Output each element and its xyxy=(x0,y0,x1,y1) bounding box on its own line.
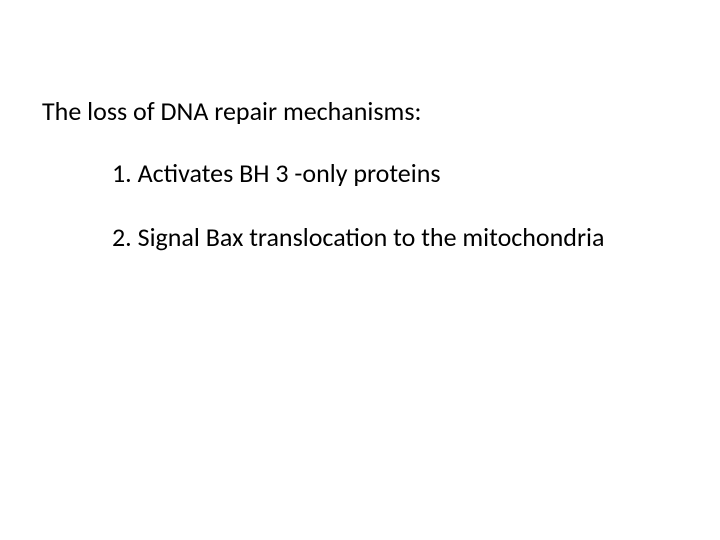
slide-heading: The loss of DNA repair mechanisms: xyxy=(42,96,421,127)
list-item: 2. Signal Bax translocation to the mitoc… xyxy=(112,222,604,253)
slide: The loss of DNA repair mechanisms: 1. Ac… xyxy=(0,0,720,540)
list-item: 1. Activates BH 3 -only proteins xyxy=(112,158,441,189)
